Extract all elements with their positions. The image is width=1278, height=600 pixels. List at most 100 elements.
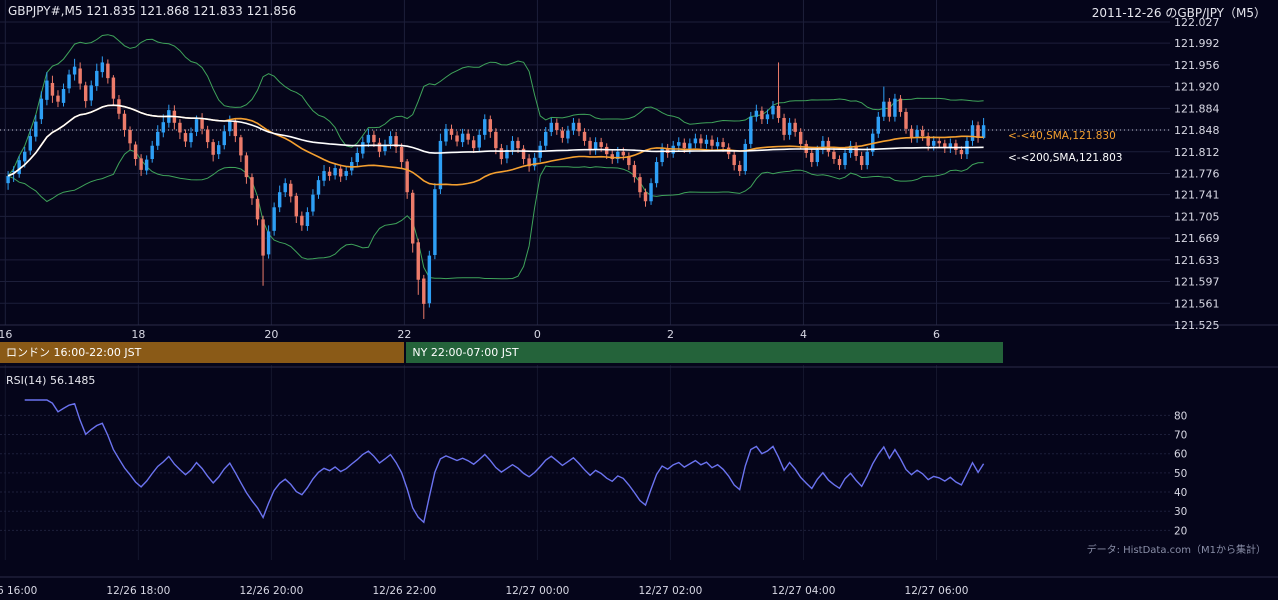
candle-up <box>156 131 160 146</box>
candle-up <box>144 159 149 171</box>
candle-down <box>943 143 947 149</box>
candle-down <box>416 242 420 280</box>
candle-down <box>200 119 204 129</box>
candle-down <box>859 155 864 166</box>
price-axis: 122.027 121.992 121.956 121.920 121.884 121.8… <box>1174 16 1220 332</box>
price-tick-label: 121.705 <box>1174 210 1220 223</box>
rsi-tick-label: 30 <box>1174 506 1187 518</box>
candle-down <box>488 119 493 132</box>
candle-up <box>366 134 371 143</box>
price-tick-label: 121.848 <box>1174 124 1220 137</box>
candle-up <box>981 125 986 138</box>
candle-up <box>715 142 720 147</box>
candle-up <box>305 212 310 227</box>
candle-up <box>228 120 232 132</box>
candle-up <box>566 130 570 139</box>
candle-up <box>571 122 576 131</box>
candle-down <box>810 152 814 163</box>
price-tick-label: 121.884 <box>1174 102 1220 115</box>
price-tick-label: 121.561 <box>1174 297 1220 310</box>
candle-down <box>83 85 88 102</box>
candle-up <box>654 162 659 184</box>
candle-up <box>361 142 365 154</box>
candle-up <box>876 116 881 134</box>
candle-down <box>610 154 614 160</box>
candle-up <box>72 66 77 75</box>
candle-down <box>976 125 980 138</box>
sma-200-label: <-<200,SMA,121.803 <box>1008 152 1122 164</box>
time-tick-label: 22 <box>397 328 411 341</box>
rsi-time-tick-label: 12/26 22:00 <box>372 585 436 597</box>
candle-down <box>627 155 631 166</box>
candle-up <box>17 160 21 175</box>
candle-up <box>344 171 348 176</box>
candle-down <box>560 130 565 138</box>
bollinger-lower-band <box>7 149 984 280</box>
candle-down <box>255 198 260 220</box>
candle-down <box>449 128 454 135</box>
candle-up <box>882 101 886 117</box>
candle-down <box>887 101 892 117</box>
price-tick-label: 121.776 <box>1174 168 1220 181</box>
candles <box>6 56 986 319</box>
price-tick-label: 121.812 <box>1174 146 1220 159</box>
candle-down <box>377 142 382 152</box>
candle-down <box>898 98 903 112</box>
time-tick-label: 0 <box>534 328 541 341</box>
candle-down <box>577 122 581 132</box>
candle-down <box>643 192 648 202</box>
candle-down <box>954 143 958 150</box>
candle-down <box>78 68 82 84</box>
candle-up <box>427 255 432 304</box>
candle-up <box>189 133 193 143</box>
candle-up <box>161 122 166 133</box>
price-tick-label: 121.992 <box>1174 37 1220 50</box>
candle-up <box>333 168 337 176</box>
time-tick-label: 16 <box>0 328 12 341</box>
price-tick-label: 121.956 <box>1174 59 1220 72</box>
time-tick-label: 18 <box>131 328 145 341</box>
candle-up <box>150 145 154 160</box>
candle-up <box>915 130 919 138</box>
rsi-time-tick-label: 12/27 02:00 <box>639 585 703 597</box>
candle-down <box>300 215 304 226</box>
candle-down <box>920 130 925 137</box>
data-source-note: データ: HistData.com（M1から集計） <box>1086 545 1266 556</box>
candle-down <box>710 139 714 146</box>
bollinger-upper-band <box>7 34 984 177</box>
rsi-time-tick-label: 12/27 06:00 <box>905 585 969 597</box>
candle-down <box>50 82 55 96</box>
candle-down <box>937 140 941 144</box>
candle-down <box>111 77 116 99</box>
candle-up <box>100 62 105 73</box>
candle-up <box>821 140 825 150</box>
candle-down <box>466 133 470 140</box>
ny-session-bar: NY 22:00-07:00 JST <box>406 342 1003 363</box>
candle-down <box>638 177 642 193</box>
candle-down <box>959 149 964 155</box>
price-grid <box>0 0 1278 578</box>
bollinger-bands <box>7 34 984 280</box>
candle-down <box>732 154 736 166</box>
candle-down <box>128 130 132 144</box>
candle-down <box>372 134 376 143</box>
candle-up <box>222 131 226 146</box>
candle-down <box>178 122 182 133</box>
candle-up <box>322 171 326 181</box>
candle-up <box>34 121 38 137</box>
candle-up <box>277 192 282 208</box>
candle-up <box>660 148 664 163</box>
rsi-time-tick-label: 12/26 20:00 <box>239 585 303 597</box>
rsi-time-tick-label: 12/27 04:00 <box>772 585 836 597</box>
time-axis: 16 18 20 22 0 2 4 6 <box>0 328 940 341</box>
time-tick-label: 2 <box>667 328 674 341</box>
sma-40-label: <-<40,SMA,121.830 <box>1008 130 1116 142</box>
candle-down <box>621 151 626 156</box>
candle-down <box>499 148 504 160</box>
candle-down <box>826 140 831 152</box>
candle-down <box>122 113 127 131</box>
rsi-time-tick-label: 12/26 18:00 <box>106 585 170 597</box>
candle-down <box>139 158 143 170</box>
candle-down <box>294 195 299 217</box>
